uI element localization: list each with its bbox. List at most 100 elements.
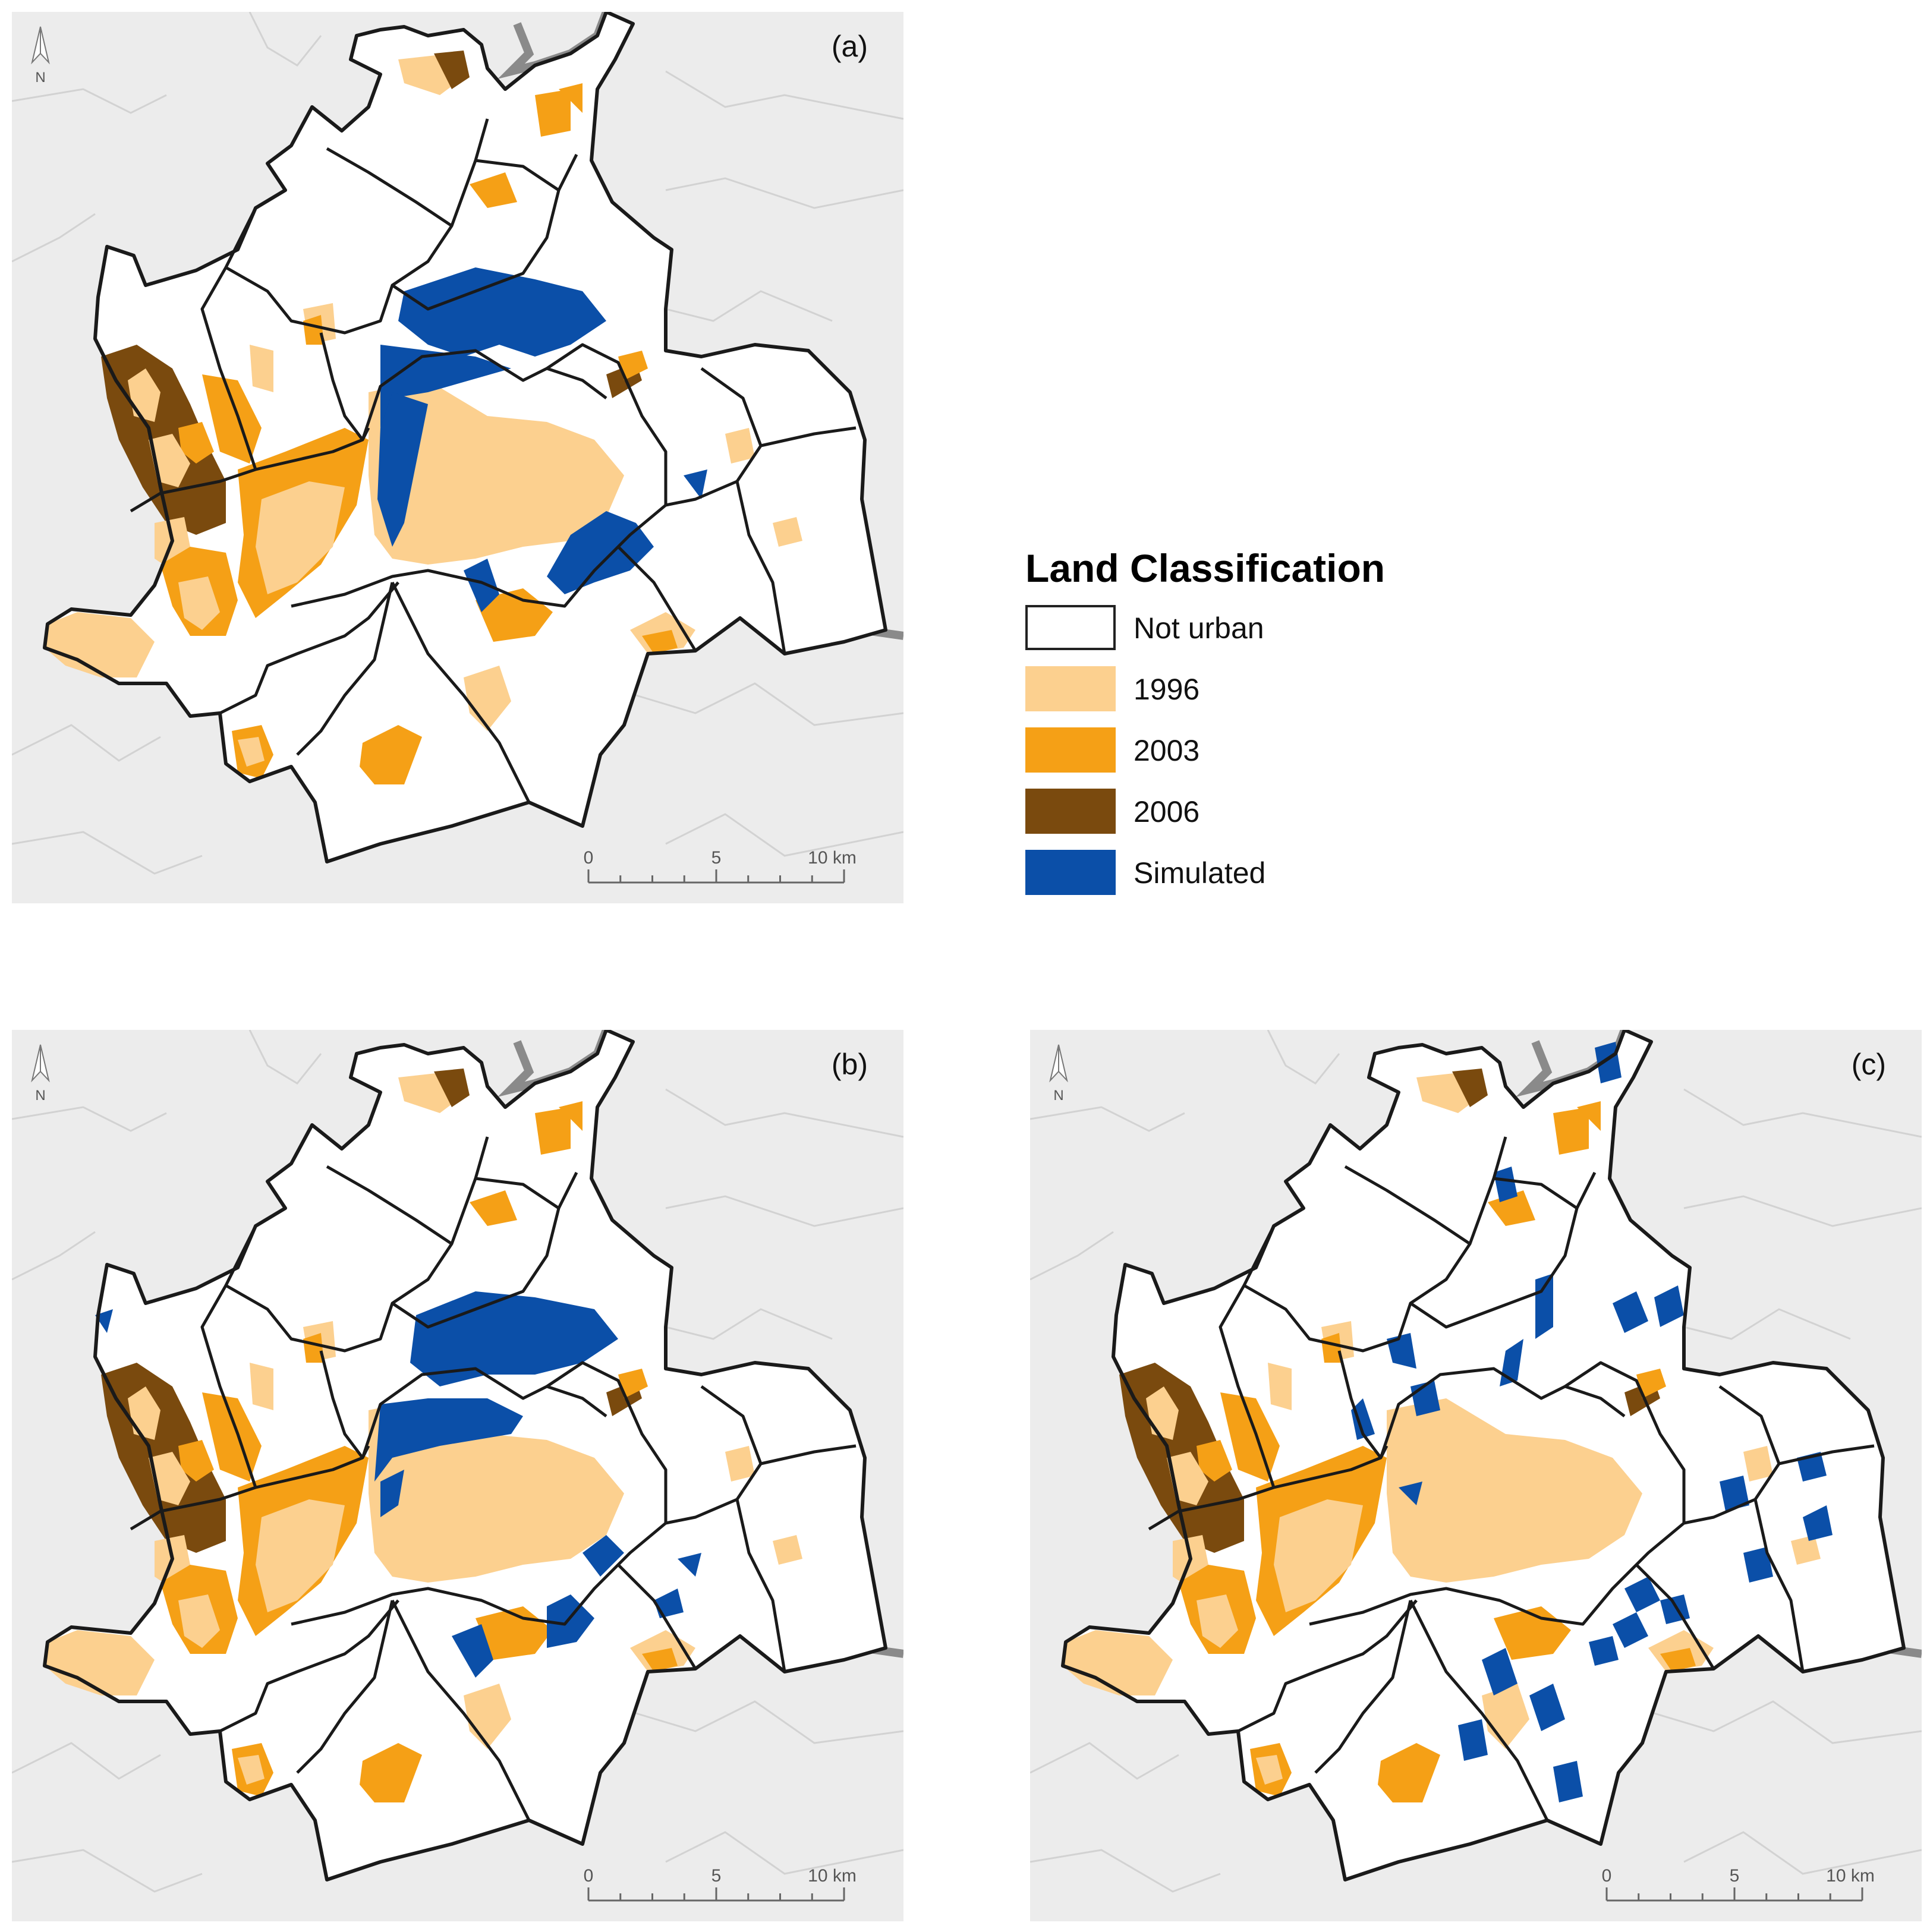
- urban-patch-2003: [1577, 1101, 1601, 1131]
- background-boundary-line: [665, 70, 903, 120]
- simulated-patch: [1535, 1274, 1553, 1339]
- map-panel-a: N (a) 0 5 10 km: [12, 12, 903, 903]
- municipality-boundary: [1718, 1385, 1781, 1464]
- background-boundary-line: [665, 1308, 833, 1340]
- urban-patch-1996: [238, 737, 265, 767]
- municipality-boundary: [225, 1136, 489, 1353]
- panel-label: (a): [832, 30, 868, 63]
- scale-bar-label: 5: [1730, 1866, 1740, 1886]
- municipality-boundary: [326, 147, 453, 228]
- urban-patch-1996: [1791, 1535, 1821, 1565]
- background-boundary-line: [665, 1195, 903, 1227]
- map-panel-c: N (c) 0 5 10 km: [1030, 1030, 1922, 1921]
- map-b-svg: N (b) 0 5 10 km: [12, 1030, 903, 1902]
- municipality-boundary: [665, 426, 857, 507]
- scale-bar-label: 0: [584, 848, 594, 868]
- municipality-boundary: [665, 1444, 857, 1525]
- urban-patch-2003: [618, 351, 648, 380]
- municipality-boundary: [617, 546, 697, 652]
- urban-patch-1996: [250, 1363, 273, 1410]
- background-boundary-line: [12, 213, 96, 263]
- urban-patch-1996: [725, 1446, 755, 1482]
- background-boundary-line: [665, 290, 833, 322]
- north-arrow-icon: N: [31, 26, 50, 86]
- municipality-boundary: [319, 1350, 364, 1459]
- legend-swatch-2006: [1025, 789, 1116, 834]
- municipality-boundary: [225, 118, 489, 335]
- municipality-boundary: [291, 1522, 667, 1626]
- urban-patch-1996: [464, 666, 511, 731]
- municipality-boundary: [1564, 1385, 1626, 1417]
- background-boundary-line: [665, 813, 903, 857]
- legend-swatch-simulated: [1025, 850, 1116, 895]
- simulated-patch: [1589, 1636, 1619, 1666]
- urban-patch-1996: [1274, 1499, 1363, 1612]
- background-boundary-line: [12, 724, 161, 762]
- urban-patch-2003: [559, 1101, 583, 1131]
- municipality-boundary: [1337, 1350, 1382, 1459]
- simulated-patch: [464, 559, 499, 612]
- municipality-boundary: [1314, 1600, 1412, 1774]
- urban-patch-1996: [1482, 1684, 1529, 1749]
- urban-patch-1996: [773, 1535, 802, 1565]
- simulated-patch: [377, 392, 428, 547]
- urban-patch-2003: [642, 1648, 678, 1672]
- simulated-patch: [583, 1535, 624, 1577]
- municipality-boundary: [1243, 1136, 1507, 1353]
- simulated-patch: [547, 1594, 594, 1648]
- legend-swatch-not-urban: [1025, 605, 1116, 650]
- legend-item-2006: 2006: [1025, 789, 1441, 836]
- municipality-boundary: [219, 581, 399, 715]
- scale-bar-label: 10 km: [808, 848, 857, 868]
- urban-patch-1996: [178, 576, 220, 630]
- urban-patch-1996: [250, 345, 273, 392]
- scale-bar-label: 5: [711, 848, 722, 868]
- simulated-patch: [1482, 1648, 1517, 1695]
- municipality-boundary: [291, 504, 667, 608]
- municipality-boundary: [319, 332, 364, 441]
- background-boundary-line: [665, 1088, 903, 1138]
- municipality-boundary: [546, 1385, 607, 1417]
- municipality-boundary: [1309, 1522, 1685, 1626]
- background-boundary-line: [1683, 1088, 1922, 1138]
- scale-bar-label: 5: [711, 1866, 722, 1886]
- urban-patch-1996: [369, 380, 624, 565]
- background-boundary-line: [635, 682, 903, 726]
- simulated-patch: [1624, 1577, 1660, 1612]
- simulated-patch: [1351, 1398, 1375, 1440]
- legend-swatch-2003: [1025, 727, 1116, 773]
- map-panel-b: N (b) 0 5 10 km: [12, 1030, 903, 1921]
- urban-patch-2003: [360, 1743, 422, 1802]
- urban-patch-1996: [1256, 1755, 1283, 1785]
- legend: Land Classification Not urban 1996 2003 …: [1025, 546, 1501, 902]
- background-boundary-line: [1030, 1742, 1179, 1780]
- urban-patch-2003: [303, 315, 324, 345]
- urban-patch-1996: [256, 1499, 345, 1612]
- simulated-patch: [452, 1624, 493, 1678]
- municipality-boundary: [1237, 1599, 1418, 1733]
- background-boundary-line: [1030, 1106, 1185, 1132]
- simulated-patch: [1399, 1482, 1422, 1505]
- simulated-patch: [380, 345, 511, 428]
- background-boundary-line: [1654, 1700, 1922, 1744]
- urban-patch-1996: [45, 612, 155, 677]
- urban-patch-2003: [642, 630, 678, 654]
- urban-patch-2003: [1197, 1440, 1232, 1482]
- background-boundary-line: [665, 1831, 903, 1875]
- municipality-boundary: [200, 207, 257, 470]
- urban-patch-1996: [1268, 1363, 1292, 1410]
- north-arrow-icon: N: [31, 1044, 50, 1104]
- urban-patch-2003: [1321, 1333, 1342, 1363]
- simulated-patch: [1613, 1612, 1648, 1648]
- legend-label-2003: 2003: [1134, 734, 1200, 767]
- study-area-outline: [43, 1030, 887, 1881]
- background-boundary-line: [635, 1700, 903, 1744]
- urban-patch-2003: [470, 172, 517, 208]
- urban-patch-1996: [1387, 1398, 1642, 1583]
- municipality-boundary: [700, 1385, 763, 1464]
- urban-patch-1996: [1743, 1446, 1773, 1482]
- municipality-boundary: [735, 481, 786, 654]
- municipality-boundary: [1635, 1564, 1715, 1670]
- background-boundary-line: [248, 1030, 322, 1085]
- urban-patch-2003: [1553, 1107, 1589, 1155]
